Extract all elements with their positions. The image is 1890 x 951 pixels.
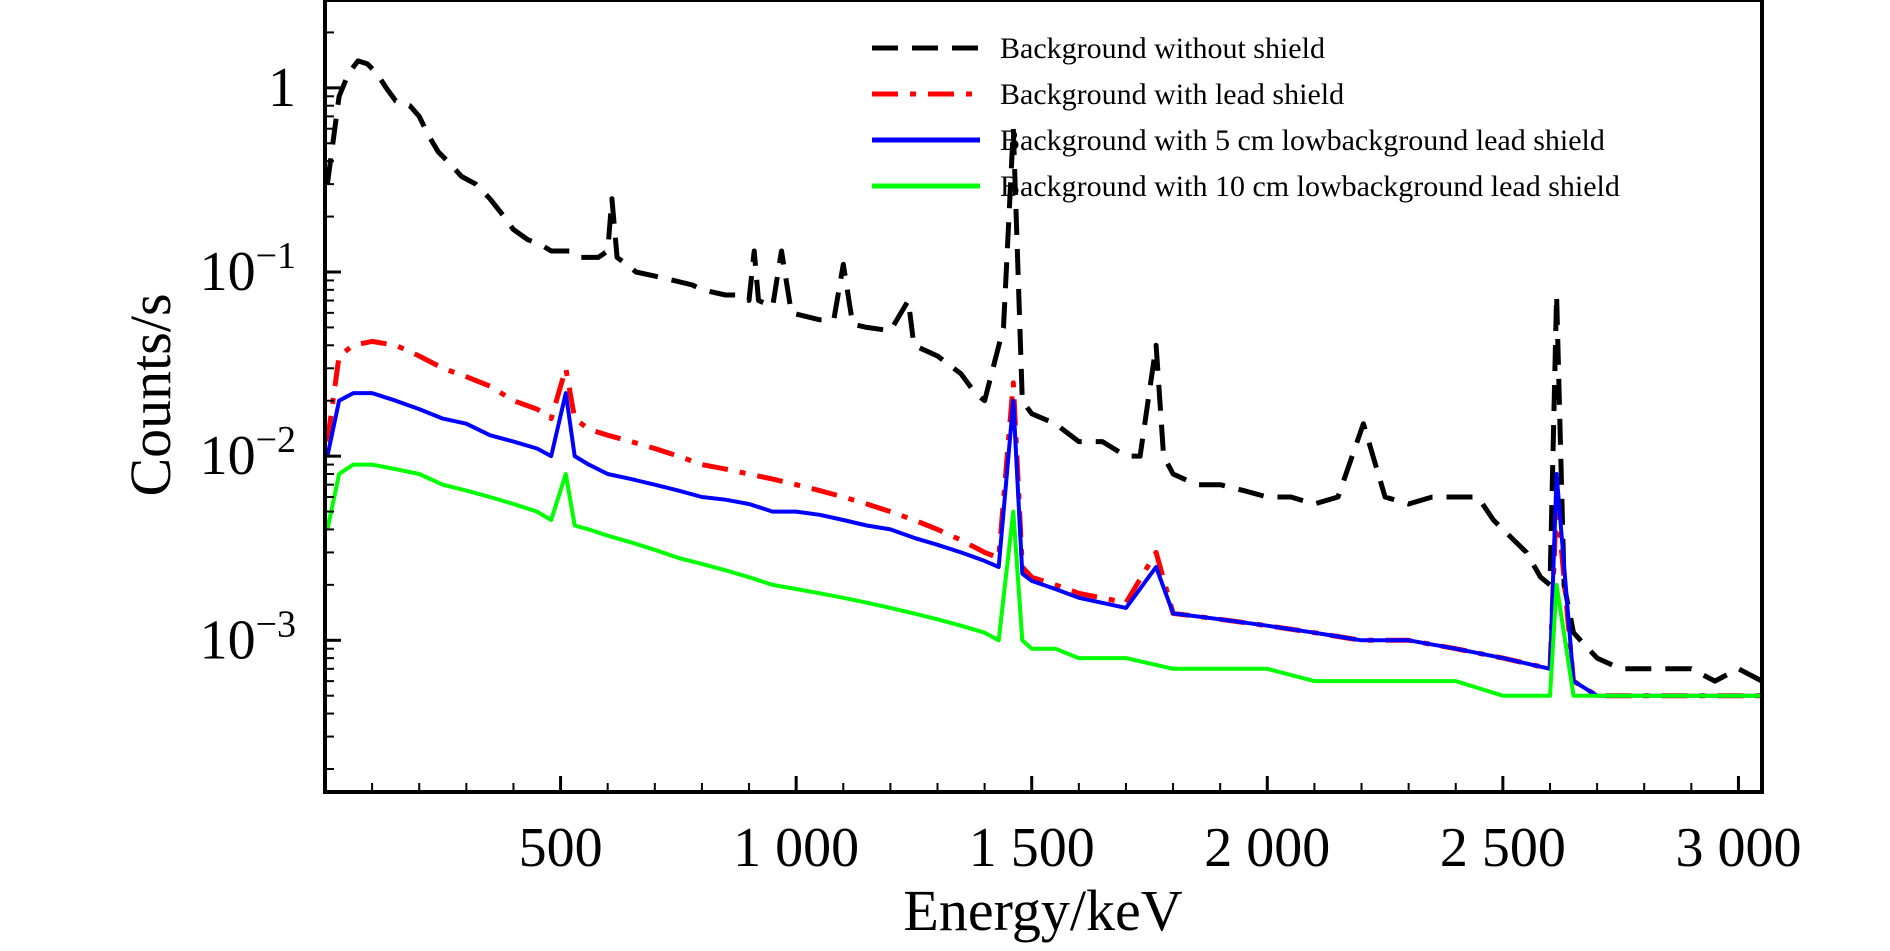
series-line-4: [325, 462, 1762, 698]
ticks-layer: [325, 0, 1740, 792]
y-tick-label: 1: [268, 57, 296, 119]
y-tick-label: 10−2: [200, 419, 296, 487]
x-tick-label: 2 000: [1204, 817, 1330, 879]
x-tick-label: 2 500: [1440, 817, 1566, 879]
series-line-2: [325, 338, 1762, 699]
labels-layer: 500 1 000 1 500 2 000 2 500 3 000 1 10−1 10−2 10−…: [200, 57, 1802, 879]
legend-label-4: Background with 10 cm lowbackground lead…: [1000, 170, 1620, 203]
legend-label-3: Background with 5 cm lowbackground lead …: [1000, 124, 1605, 157]
x-axis-title: Energy/keV: [903, 878, 1182, 943]
legend: Background without shield Background with…: [872, 32, 1620, 203]
plot-frame: [323, 0, 1764, 794]
series-line-1: [325, 58, 1762, 684]
y-tick-label: 10−1: [200, 235, 296, 303]
legend-label-2: Background with lead shield: [1000, 78, 1344, 111]
x-tick-label: 3 000: [1675, 817, 1801, 879]
y-tick-label: 10−3: [200, 603, 296, 671]
x-tick-label: 1 000: [733, 817, 859, 879]
legend-label-1: Background without shield: [1000, 32, 1325, 65]
series-line-3: [325, 391, 1762, 698]
x-tick-label: 1 500: [969, 817, 1095, 879]
series-layer: [325, 58, 1762, 699]
y-axis-title: Counts/s: [118, 293, 183, 496]
x-tick-label: 500: [519, 817, 603, 879]
